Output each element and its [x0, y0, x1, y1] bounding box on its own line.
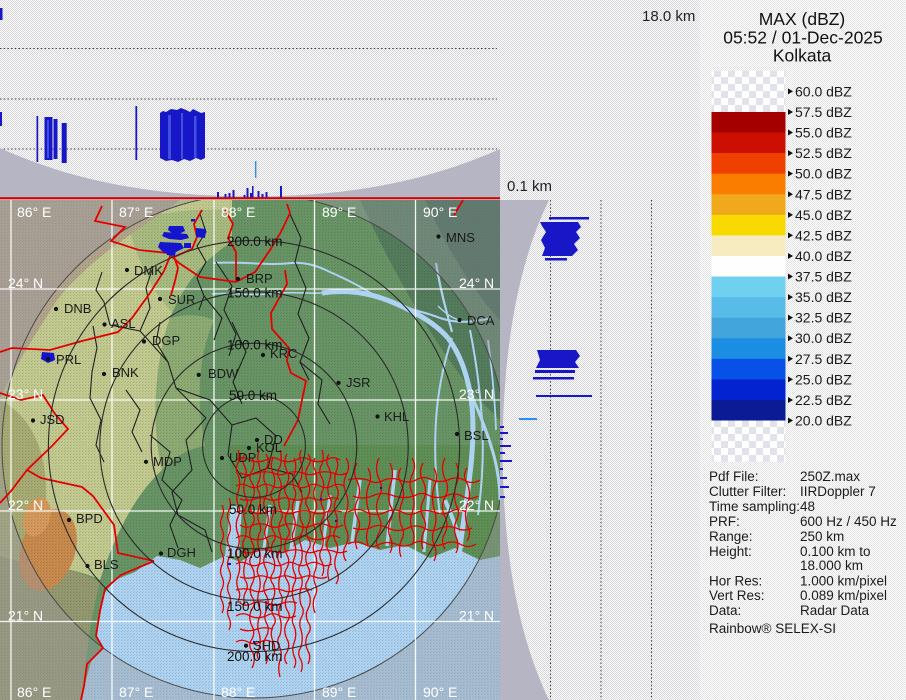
svg-text:BPD: BPD — [76, 511, 103, 526]
svg-text:50.0 km: 50.0 km — [229, 502, 277, 517]
svg-text:KOL: KOL — [256, 440, 282, 455]
svg-text:25.0 dBZ: 25.0 dBZ — [795, 371, 852, 387]
svg-text:87° E: 87° E — [119, 684, 153, 700]
svg-text:Data:: Data: — [709, 603, 741, 618]
svg-text:23° N: 23° N — [8, 386, 43, 402]
svg-text:90° E: 90° E — [423, 684, 457, 700]
svg-text:05:52 / 01-Dec-2025: 05:52 / 01-Dec-2025 — [723, 28, 883, 48]
svg-text:Hor Res:: Hor Res: — [709, 574, 762, 589]
svg-text:250 km: 250 km — [800, 529, 844, 544]
svg-text:MAX (dBZ): MAX (dBZ) — [759, 9, 846, 29]
svg-text:55.0 dBZ: 55.0 dBZ — [795, 125, 852, 141]
svg-text:DGH: DGH — [167, 545, 196, 560]
svg-text:86° E: 86° E — [17, 204, 51, 220]
svg-text:BDW: BDW — [208, 366, 239, 381]
svg-text:250Z.max: 250Z.max — [800, 469, 860, 484]
svg-text:DNB: DNB — [64, 301, 91, 316]
svg-text:89° E: 89° E — [322, 204, 356, 220]
svg-text:PRF:: PRF: — [709, 514, 740, 529]
svg-text:150.0 km: 150.0 km — [227, 286, 283, 301]
svg-text:Vert Res:: Vert Res: — [709, 588, 765, 603]
svg-text:Height:: Height: — [709, 544, 752, 559]
svg-text:Pdf File:: Pdf File: — [709, 469, 759, 484]
svg-text:86° E: 86° E — [17, 684, 51, 700]
svg-text:18.000 km: 18.000 km — [800, 558, 863, 573]
svg-text:22° N: 22° N — [459, 497, 494, 513]
svg-text:DGP: DGP — [152, 333, 180, 348]
svg-text:600 Hz / 450 Hz: 600 Hz / 450 Hz — [800, 514, 897, 529]
svg-text:Clutter Filter:: Clutter Filter: — [709, 484, 786, 499]
svg-text:Range:: Range: — [709, 529, 753, 544]
svg-text:50.0 dBZ: 50.0 dBZ — [795, 166, 852, 182]
svg-text:60.0 dBZ: 60.0 dBZ — [795, 83, 852, 99]
svg-text:47.5 dBZ: 47.5 dBZ — [795, 186, 852, 202]
svg-text:88° E: 88° E — [221, 684, 255, 700]
svg-text:KHL: KHL — [384, 409, 409, 424]
svg-text:20.0 dBZ: 20.0 dBZ — [795, 413, 852, 429]
svg-text:BNK: BNK — [112, 365, 139, 380]
svg-text:24° N: 24° N — [459, 275, 494, 291]
svg-text:JSR: JSR — [346, 375, 371, 390]
svg-text:87° E: 87° E — [119, 204, 153, 220]
svg-text:200.0 km: 200.0 km — [227, 234, 283, 249]
svg-text:SUR: SUR — [168, 292, 195, 307]
svg-text:Time sampling:48: Time sampling:48 — [709, 499, 815, 514]
svg-text:MDP: MDP — [153, 454, 182, 469]
svg-text:37.5 dBZ: 37.5 dBZ — [795, 269, 852, 285]
svg-text:57.5 dBZ: 57.5 dBZ — [795, 104, 852, 120]
svg-text:DD: DD — [264, 432, 283, 447]
svg-text:32.5 dBZ: 32.5 dBZ — [795, 310, 852, 326]
svg-text:SHD: SHD — [253, 638, 280, 653]
svg-text:45.0 dBZ: 45.0 dBZ — [795, 207, 852, 223]
svg-text:IIRDoppler 7: IIRDoppler 7 — [800, 484, 876, 499]
svg-text:42.5 dBZ: 42.5 dBZ — [795, 227, 852, 243]
svg-text:27.5 dBZ: 27.5 dBZ — [795, 351, 852, 367]
svg-text:0.100 km to: 0.100 km to — [800, 544, 871, 559]
svg-text:1.000 km/pixel: 1.000 km/pixel — [800, 574, 887, 589]
svg-text:ASL: ASL — [111, 316, 136, 331]
svg-text:Radar Data: Radar Data — [800, 603, 870, 618]
svg-text:JSD: JSD — [40, 412, 65, 427]
svg-text:MNS: MNS — [446, 230, 475, 245]
svg-text:40.0 dBZ: 40.0 dBZ — [795, 248, 852, 264]
svg-text:22° N: 22° N — [8, 497, 43, 513]
svg-text:30.0 dBZ: 30.0 dBZ — [795, 330, 852, 346]
svg-text:50.0 km: 50.0 km — [229, 388, 277, 403]
svg-text:Kolkata: Kolkata — [773, 46, 832, 66]
svg-text:21° N: 21° N — [8, 608, 43, 624]
svg-text:UDP: UDP — [229, 450, 256, 465]
svg-text:90° E: 90° E — [423, 204, 457, 220]
svg-text:89° E: 89° E — [322, 684, 356, 700]
svg-text:150.0 km: 150.0 km — [227, 599, 283, 614]
svg-text:Rainbow® SELEX-SI: Rainbow® SELEX-SI — [709, 621, 836, 636]
svg-text:0.1 km: 0.1 km — [507, 178, 552, 195]
svg-text:52.5 dBZ: 52.5 dBZ — [795, 145, 852, 161]
svg-text:23° N: 23° N — [459, 386, 494, 402]
svg-text:200.0 km: 200.0 km — [227, 649, 283, 664]
svg-text:21° N: 21° N — [459, 608, 494, 624]
svg-text:100.0 km: 100.0 km — [227, 546, 283, 561]
svg-text:PRL: PRL — [56, 352, 81, 367]
svg-text:KRC: KRC — [270, 346, 297, 361]
svg-text:0.089 km/pixel: 0.089 km/pixel — [800, 588, 887, 603]
svg-text:DMK: DMK — [134, 263, 163, 278]
svg-text:88° E: 88° E — [221, 204, 255, 220]
svg-text:24° N: 24° N — [8, 275, 43, 291]
svg-text:BSL: BSL — [464, 428, 489, 443]
svg-text:18.0 km: 18.0 km — [642, 8, 695, 25]
svg-text:BRP: BRP — [246, 271, 273, 286]
svg-text:BLS: BLS — [94, 557, 119, 572]
svg-text:35.0 dBZ: 35.0 dBZ — [795, 289, 852, 305]
svg-text:100.0 km: 100.0 km — [227, 338, 283, 353]
svg-text:22.5 dBZ: 22.5 dBZ — [795, 392, 852, 408]
svg-text:DCA: DCA — [467, 313, 495, 328]
